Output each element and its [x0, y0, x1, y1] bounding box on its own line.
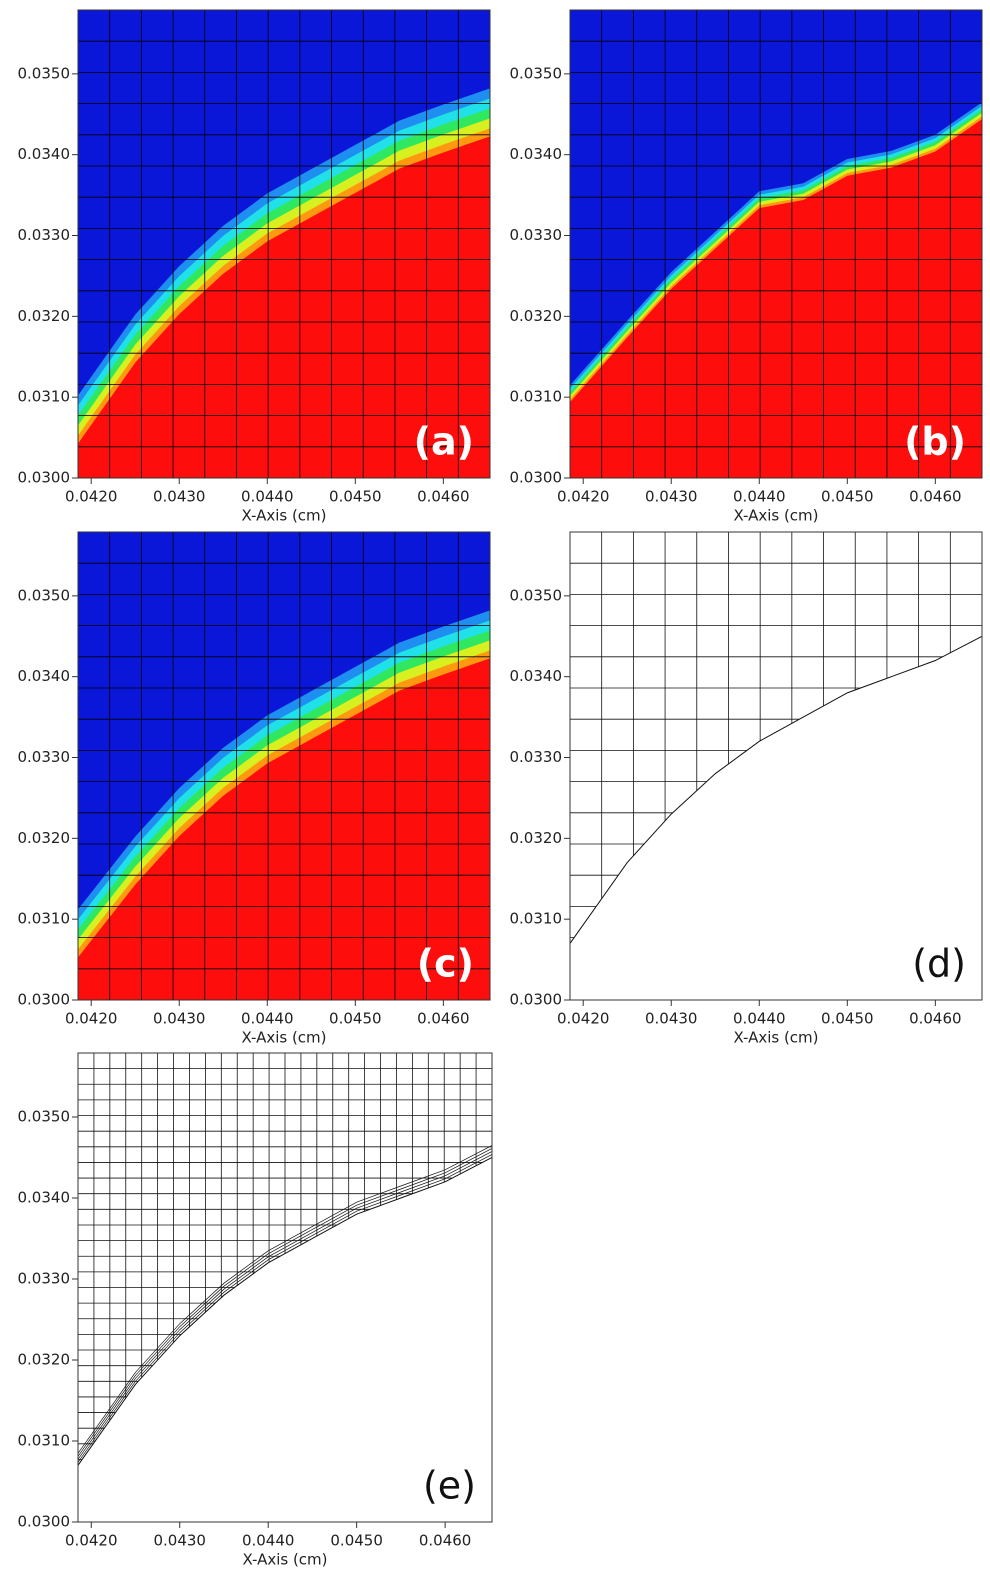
x-tick-label: 0.0450: [330, 1532, 383, 1550]
panel: 0.0300 0.0310 0.0320 0.0330 0.0340 0.0350 0.04…: [18, 9, 491, 525]
x-tick-label: 0.0450: [329, 1010, 382, 1028]
interface: [78, 1157, 492, 1466]
x-tick-label: 0.0450: [329, 488, 382, 506]
panel-label: (c): [417, 942, 474, 986]
x-tick-label: 0.0440: [241, 1010, 294, 1028]
x-axis-label: X-Axis (cm): [241, 1029, 326, 1047]
panel: 0.0300 0.0310 0.0320 0.0330 0.0340 0.0350 0.04…: [510, 9, 983, 525]
x-tick-label: 0.0460: [909, 1010, 962, 1028]
panel: 0.0300 0.0310 0.0320 0.0330 0.0340 0.0350 0.04…: [18, 1052, 493, 1569]
y-tick-label: 0.0340: [18, 145, 71, 163]
plot-frame: [569, 9, 983, 479]
y-tick-label: 0.0350: [18, 586, 71, 604]
y-tick-label: 0.0340: [510, 145, 563, 163]
y-tick-label: 0.0320: [510, 829, 563, 847]
x-tick-label: 0.0430: [153, 488, 206, 506]
x-axis-label: X-Axis (cm): [733, 507, 818, 525]
y-tick-label: 0.0330: [18, 1269, 71, 1287]
y-tick-label: 0.0300: [18, 469, 71, 487]
x-tick-label: 0.0440: [733, 488, 786, 506]
y-tick-label: 0.0340: [18, 667, 71, 685]
y-tick-label: 0.0320: [18, 1350, 71, 1368]
y-tick-label: 0.0310: [510, 388, 563, 406]
x-tick-label: 0.0420: [557, 1010, 610, 1028]
x-tick-label: 0.0450: [821, 488, 874, 506]
y-tick-label: 0.0350: [18, 64, 71, 82]
y-tick-label: 0.0330: [18, 226, 71, 244]
panel: 0.0300 0.0310 0.0320 0.0330 0.0340 0.0350 0.04…: [18, 531, 491, 1047]
x-tick-label: 0.0420: [557, 488, 610, 506]
y-tick-label: 0.0320: [18, 307, 71, 325]
y-tick-label: 0.0350: [510, 64, 563, 82]
y-tick-label: 0.0300: [510, 991, 563, 1009]
mesh-layer: [78, 1151, 492, 1460]
background: [570, 532, 982, 1000]
x-axis-label: X-Axis (cm): [241, 507, 326, 525]
plot-frame: [77, 531, 491, 1001]
y-tick-label: 0.0330: [510, 226, 563, 244]
y-tick-label: 0.0300: [18, 991, 71, 1009]
mesh-layer: [78, 1145, 492, 1454]
interface: [570, 635, 982, 944]
panel-label: (e): [423, 1464, 476, 1508]
panel-label: (b): [904, 420, 966, 464]
y-tick-label: 0.0320: [18, 829, 71, 847]
y-tick-label: 0.0340: [18, 1188, 71, 1206]
mesh: [570, 10, 982, 478]
field-band: [570, 119, 982, 478]
y-tick-label: 0.0340: [510, 667, 563, 685]
plot-frame: [77, 1052, 493, 1523]
y-tick-label: 0.0300: [18, 1513, 71, 1531]
x-tick-label: 0.0460: [909, 488, 962, 506]
y-tick-label: 0.0310: [18, 910, 71, 928]
mesh-layer: [78, 1154, 492, 1463]
plot-frame: [77, 9, 491, 479]
panel-label: (a): [414, 420, 474, 464]
y-tick-label: 0.0350: [510, 586, 563, 604]
x-tick-label: 0.0440: [733, 1010, 786, 1028]
x-tick-label: 0.0460: [417, 1010, 470, 1028]
plot-frame: [569, 531, 983, 1001]
y-tick-label: 0.0310: [18, 1431, 71, 1449]
y-tick-label: 0.0320: [510, 307, 563, 325]
panel-label: (d): [912, 942, 966, 986]
y-tick-label: 0.0350: [18, 1107, 71, 1125]
x-tick-label: 0.0440: [242, 1532, 295, 1550]
mesh-layer: [78, 1148, 492, 1457]
y-tick-label: 0.0310: [18, 388, 71, 406]
y-tick-label: 0.0330: [510, 748, 563, 766]
x-tick-label: 0.0460: [419, 1532, 472, 1550]
x-tick-label: 0.0420: [65, 1010, 118, 1028]
panel: 0.0300 0.0310 0.0320 0.0330 0.0340 0.0350 0.04…: [510, 531, 983, 1047]
x-tick-label: 0.0430: [153, 1010, 206, 1028]
x-tick-label: 0.0440: [241, 488, 294, 506]
field-band: [78, 136, 490, 478]
x-tick-label: 0.0430: [645, 488, 698, 506]
field-band: [78, 658, 490, 1000]
y-tick-label: 0.0330: [18, 748, 71, 766]
x-tick-label: 0.0460: [417, 488, 470, 506]
y-tick-label: 0.0300: [510, 469, 563, 487]
x-tick-label: 0.0430: [645, 1010, 698, 1028]
x-tick-label: 0.0430: [153, 1532, 206, 1550]
x-axis-label: X-Axis (cm): [733, 1029, 818, 1047]
x-tick-label: 0.0450: [821, 1010, 874, 1028]
y-tick-label: 0.0310: [510, 910, 563, 928]
mesh: [78, 532, 490, 1000]
x-axis-label: X-Axis (cm): [242, 1551, 327, 1569]
x-tick-label: 0.0420: [65, 488, 118, 506]
x-tick-label: 0.0420: [65, 1532, 118, 1550]
mesh: [78, 10, 490, 478]
